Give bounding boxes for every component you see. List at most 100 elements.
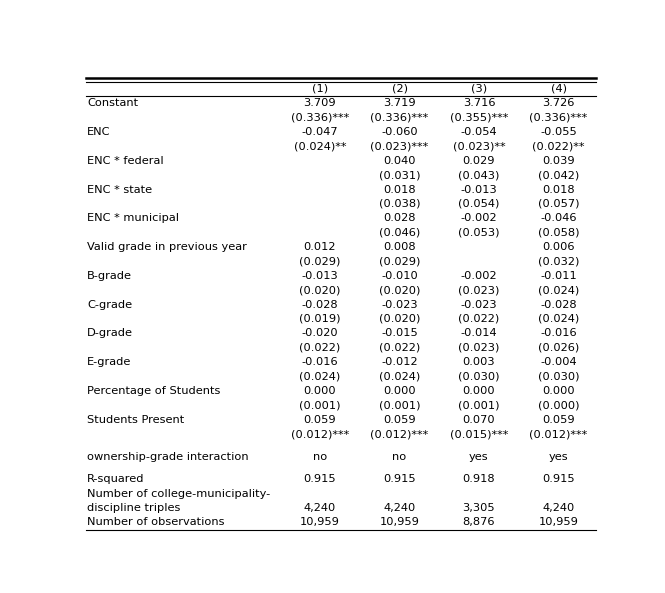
Text: -0.028: -0.028 (540, 299, 577, 310)
Text: (0.042): (0.042) (538, 170, 579, 180)
Text: 0.003: 0.003 (463, 357, 495, 367)
Text: -0.020: -0.020 (302, 329, 338, 339)
Text: (0.024): (0.024) (299, 372, 340, 381)
Text: (0.001): (0.001) (379, 400, 420, 410)
Text: (0.001): (0.001) (299, 400, 340, 410)
Text: -0.016: -0.016 (302, 357, 338, 367)
Text: 0.000: 0.000 (463, 386, 495, 396)
Text: -0.028: -0.028 (302, 299, 338, 310)
Text: -0.016: -0.016 (540, 329, 577, 339)
Text: -0.013: -0.013 (461, 184, 497, 195)
Text: 0.000: 0.000 (304, 386, 336, 396)
Text: -0.015: -0.015 (381, 329, 418, 339)
Text: 0.059: 0.059 (304, 415, 336, 425)
Text: (0.026): (0.026) (538, 343, 579, 353)
Text: 4,240: 4,240 (304, 503, 336, 513)
Text: 10,959: 10,959 (539, 518, 579, 527)
Text: Valid grade in previous year: Valid grade in previous year (87, 242, 247, 252)
Text: -0.010: -0.010 (381, 271, 418, 281)
Text: Number of observations: Number of observations (87, 518, 225, 527)
Text: (0.023)***: (0.023)*** (370, 141, 429, 151)
Text: (0.012)***: (0.012)*** (291, 429, 349, 439)
Text: yes: yes (549, 452, 569, 462)
Text: Students Present: Students Present (87, 415, 184, 425)
Text: (0.001): (0.001) (458, 400, 499, 410)
Text: R-squared: R-squared (87, 474, 145, 484)
Text: (0.023): (0.023) (458, 285, 499, 295)
Text: ownership-grade interaction: ownership-grade interaction (87, 452, 249, 462)
Text: (4): (4) (551, 84, 567, 94)
Text: Percentage of Students: Percentage of Students (87, 386, 221, 396)
Text: (0.054): (0.054) (458, 199, 499, 209)
Text: 0.915: 0.915 (542, 474, 575, 484)
Text: no: no (313, 452, 327, 462)
Text: 0.018: 0.018 (383, 184, 416, 195)
Text: ENC * state: ENC * state (87, 184, 152, 195)
Text: -0.046: -0.046 (540, 213, 577, 224)
Text: -0.004: -0.004 (540, 357, 577, 367)
Text: C-grade: C-grade (87, 299, 132, 310)
Text: (0.032): (0.032) (538, 256, 579, 266)
Text: (0.012)***: (0.012)*** (370, 429, 429, 439)
Text: (0.029): (0.029) (379, 256, 420, 266)
Text: 0.006: 0.006 (543, 242, 575, 252)
Text: (0.020): (0.020) (379, 314, 420, 324)
Text: 10,959: 10,959 (380, 518, 420, 527)
Text: (0.336)***: (0.336)*** (370, 113, 429, 123)
Text: (0.029): (0.029) (299, 256, 340, 266)
Text: 0.029: 0.029 (463, 156, 495, 166)
Text: -0.060: -0.060 (381, 127, 418, 137)
Text: -0.054: -0.054 (461, 127, 497, 137)
Text: discipline triples: discipline triples (87, 503, 181, 513)
Text: (0.012)***: (0.012)*** (529, 429, 588, 439)
Text: (0.336)***: (0.336)*** (529, 113, 588, 123)
Text: (0.022): (0.022) (379, 343, 420, 353)
Text: (0.020): (0.020) (379, 285, 420, 295)
Text: (0.030): (0.030) (538, 372, 579, 381)
Text: 3.709: 3.709 (304, 98, 336, 109)
Text: (0.043): (0.043) (458, 170, 499, 180)
Text: yes: yes (469, 452, 489, 462)
Text: -0.002: -0.002 (461, 213, 497, 224)
Text: 0.008: 0.008 (383, 242, 416, 252)
Text: 8,876: 8,876 (463, 518, 495, 527)
Text: 0.040: 0.040 (383, 156, 416, 166)
Text: 0.059: 0.059 (383, 415, 416, 425)
Text: (0.024): (0.024) (538, 314, 579, 324)
Text: (0.019): (0.019) (299, 314, 340, 324)
Text: 0.059: 0.059 (542, 415, 575, 425)
Text: (0.023): (0.023) (458, 343, 499, 353)
Text: (1): (1) (312, 84, 328, 94)
Text: (0.031): (0.031) (379, 170, 420, 180)
Text: 3.716: 3.716 (463, 98, 495, 109)
Text: (0.024): (0.024) (379, 372, 420, 381)
Text: (0.023)**: (0.023)** (453, 141, 505, 151)
Text: (0.000): (0.000) (538, 400, 579, 410)
Text: -0.055: -0.055 (540, 127, 577, 137)
Text: 0.915: 0.915 (304, 474, 336, 484)
Text: 0.012: 0.012 (304, 242, 336, 252)
Text: (0.022)**: (0.022)** (532, 141, 585, 151)
Text: (0.024): (0.024) (538, 285, 579, 295)
Text: (0.057): (0.057) (538, 199, 579, 209)
Text: -0.013: -0.013 (301, 271, 338, 281)
Text: 3,305: 3,305 (463, 503, 495, 513)
Text: E-grade: E-grade (87, 357, 132, 367)
Text: (0.024)**: (0.024)** (294, 141, 346, 151)
Text: Number of college-municipality-: Number of college-municipality- (87, 489, 271, 499)
Text: (0.030): (0.030) (458, 372, 499, 381)
Text: ENC: ENC (87, 127, 111, 137)
Text: (0.020): (0.020) (299, 285, 340, 295)
Text: (0.053): (0.053) (458, 228, 499, 238)
Text: -0.014: -0.014 (461, 329, 497, 339)
Text: 0.028: 0.028 (383, 213, 416, 224)
Text: -0.047: -0.047 (302, 127, 338, 137)
Text: 0.000: 0.000 (542, 386, 575, 396)
Text: -0.023: -0.023 (461, 299, 497, 310)
Text: (3): (3) (471, 84, 487, 94)
Text: -0.012: -0.012 (381, 357, 418, 367)
Text: 0.000: 0.000 (383, 386, 416, 396)
Text: (0.015)***: (0.015)*** (450, 429, 508, 439)
Text: (0.022): (0.022) (299, 343, 340, 353)
Text: 4,240: 4,240 (543, 503, 575, 513)
